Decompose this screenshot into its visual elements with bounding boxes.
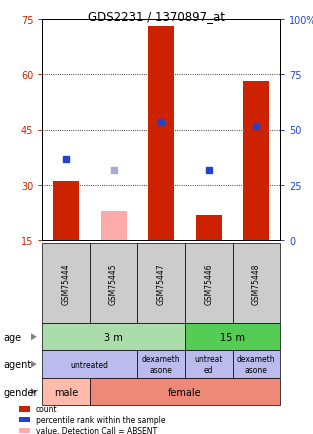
Text: 15 m: 15 m xyxy=(220,332,245,342)
Text: dexameth
asone: dexameth asone xyxy=(237,355,276,374)
Text: percentile rank within the sample: percentile rank within the sample xyxy=(36,415,166,424)
Text: age: age xyxy=(3,332,21,342)
Bar xyxy=(148,27,174,241)
Text: GSM75446: GSM75446 xyxy=(204,263,213,304)
Bar xyxy=(100,211,127,241)
Text: untreated: untreated xyxy=(71,360,109,369)
Text: GDS2231 / 1370897_at: GDS2231 / 1370897_at xyxy=(88,10,225,23)
Text: 3 m: 3 m xyxy=(104,332,123,342)
Bar xyxy=(243,82,269,241)
Text: male: male xyxy=(54,387,78,397)
Text: agent: agent xyxy=(3,359,31,369)
Text: GSM75444: GSM75444 xyxy=(62,263,70,304)
Text: untreat
ed: untreat ed xyxy=(194,355,223,374)
Text: count: count xyxy=(36,404,58,413)
Bar xyxy=(196,215,222,241)
Bar xyxy=(53,182,79,241)
Text: gender: gender xyxy=(3,387,38,397)
Text: dexameth
asone: dexameth asone xyxy=(142,355,181,374)
Text: GSM75447: GSM75447 xyxy=(157,263,166,304)
Text: value, Detection Call = ABSENT: value, Detection Call = ABSENT xyxy=(36,426,157,434)
Text: female: female xyxy=(168,387,202,397)
Text: GSM75448: GSM75448 xyxy=(252,263,261,304)
Text: GSM75445: GSM75445 xyxy=(109,263,118,304)
